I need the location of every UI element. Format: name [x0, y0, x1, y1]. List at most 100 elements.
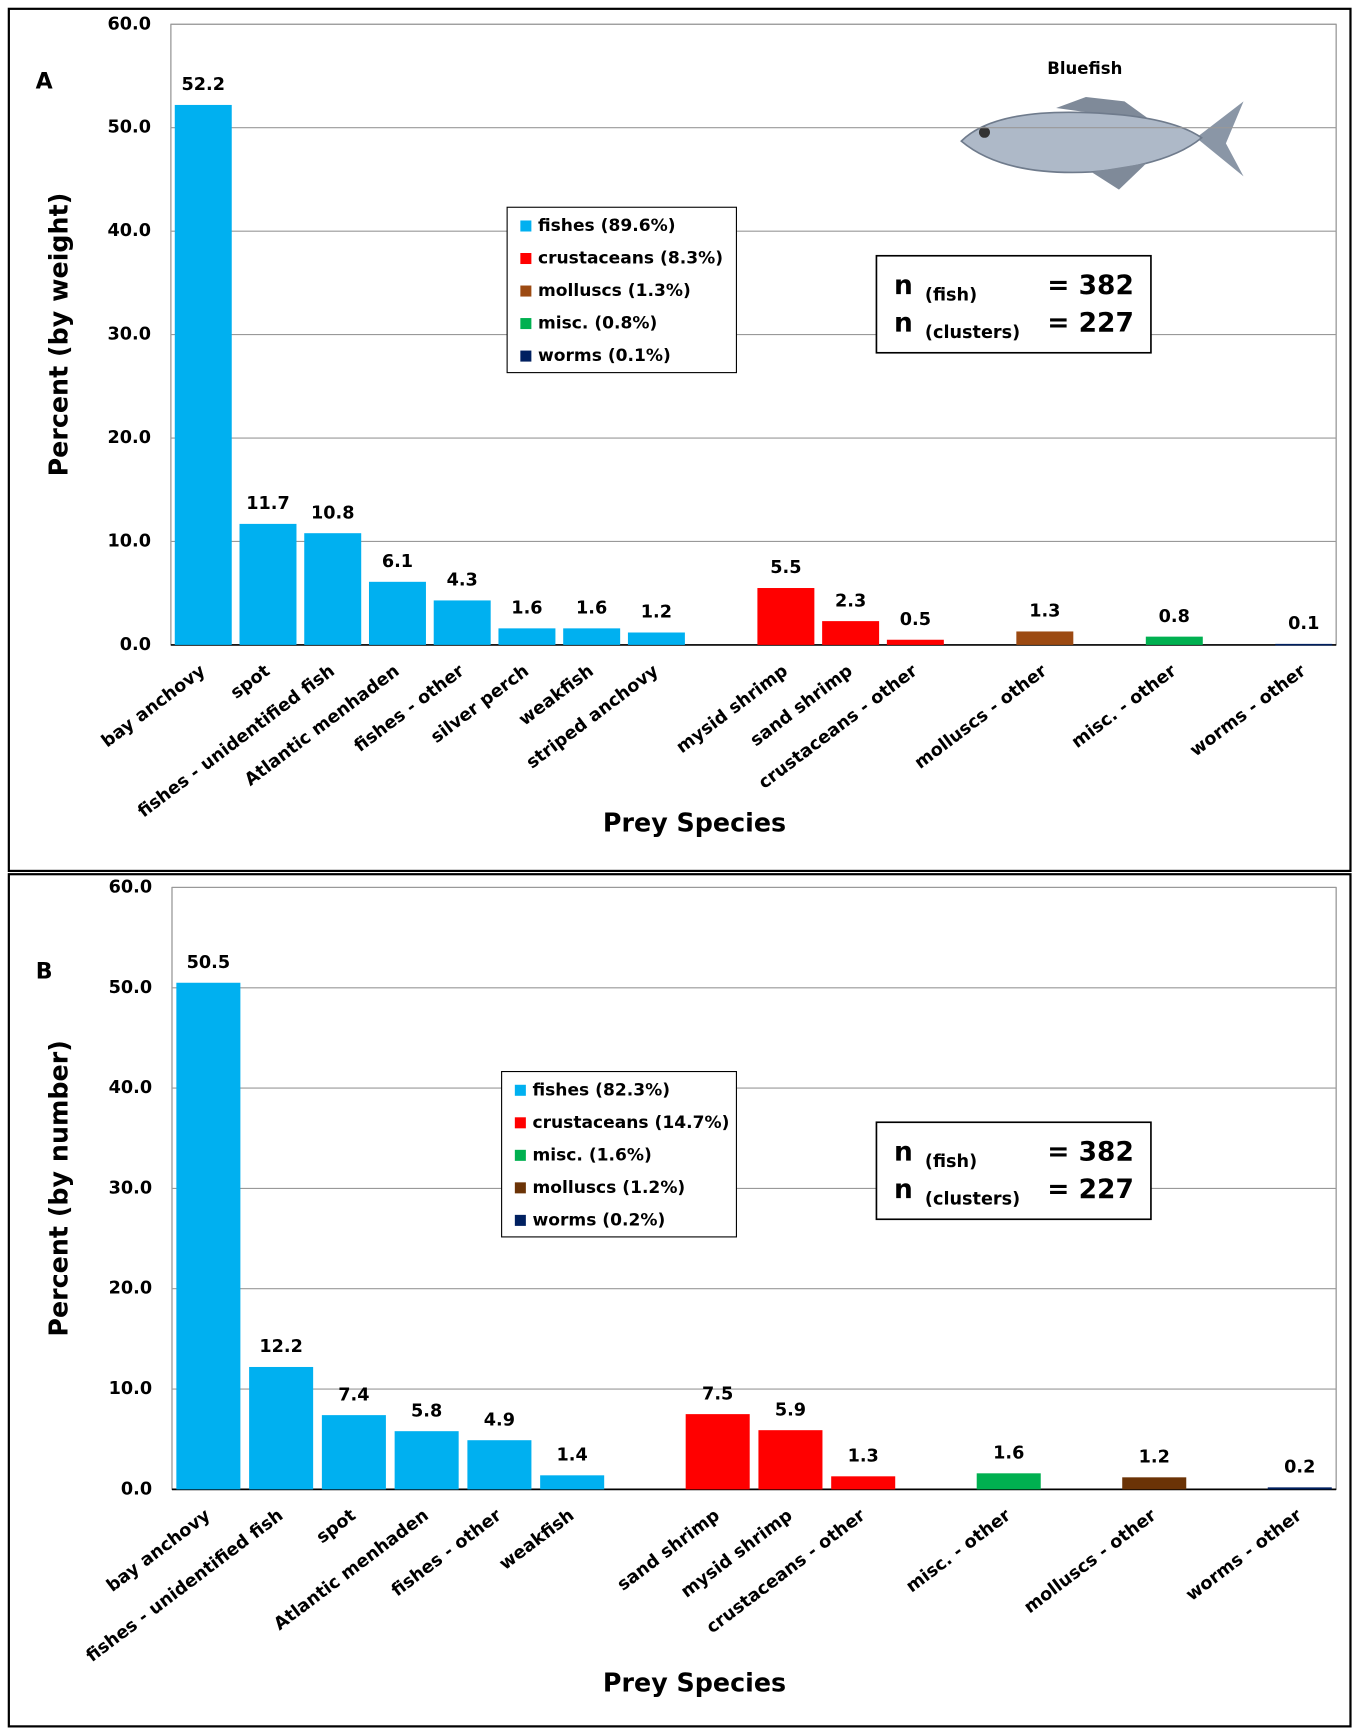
bar	[757, 588, 815, 645]
y-tick-label: 50.0	[109, 978, 153, 998]
value-label: 1.6	[993, 1443, 1024, 1463]
legend-entry: molluscs (1.2%)	[532, 1178, 685, 1198]
legend-swatch	[520, 253, 532, 265]
value-label: 1.2	[641, 603, 672, 623]
fish-eye	[978, 126, 990, 138]
value-label: 6.1	[382, 552, 413, 572]
value-label: 5.9	[775, 1400, 806, 1420]
y-tick-label: 20.0	[109, 1279, 153, 1299]
y-tick-label: 40.0	[108, 221, 152, 241]
legend-swatch	[514, 1149, 526, 1161]
y-tick-label: 30.0	[108, 325, 152, 345]
x-tick-label: worms - other	[1187, 661, 1310, 761]
legend-swatch	[514, 1214, 526, 1226]
panel-label: A	[36, 70, 53, 95]
image-label: Bluefish	[1047, 59, 1122, 78]
x-tick-label: misc. - other	[1068, 661, 1180, 753]
value-label: 5.8	[411, 1401, 442, 1421]
value-label: 1.3	[848, 1446, 879, 1466]
bar	[176, 982, 241, 1490]
bar	[540, 1475, 605, 1490]
bar	[563, 628, 621, 645]
legend-entry: crustaceans (8.3%)	[538, 249, 723, 269]
legend-entry: worms (0.1%)	[538, 346, 671, 366]
bar	[433, 600, 491, 645]
value-label: 1.3	[1029, 602, 1060, 622]
x-tick-label: bay anchovy	[98, 661, 210, 752]
x-axis-title: Prey Species	[603, 1667, 786, 1697]
x-tick-label: molluscs - other	[911, 661, 1051, 773]
sample-size-symbol: n	[894, 270, 913, 301]
value-label: 7.5	[702, 1384, 733, 1404]
x-tick-label: molluscs - other	[1021, 1505, 1161, 1617]
legend-swatch	[520, 220, 532, 232]
bar	[249, 1366, 314, 1490]
y-tick-label: 0.0	[120, 635, 151, 655]
value-label: 52.2	[182, 75, 226, 95]
legend-swatch	[514, 1084, 526, 1096]
value-label: 0.1	[1288, 614, 1319, 634]
bar	[976, 1473, 1041, 1490]
legend-entry: misc. (0.8%)	[538, 314, 657, 334]
sample-size-box	[875, 254, 1152, 354]
sample-size-value: = 382	[1047, 1137, 1134, 1168]
legend-box	[501, 1070, 737, 1238]
bar	[1267, 1487, 1332, 1490]
sample-size-subscript: (fish)	[925, 1152, 977, 1172]
sample-size-value: = 227	[1047, 308, 1134, 339]
tail-fin	[1196, 101, 1244, 177]
panel-frame	[7, 7, 1352, 873]
bar	[831, 1476, 896, 1490]
fish-body	[960, 111, 1204, 174]
bar	[498, 628, 556, 645]
legend-swatch	[514, 1117, 526, 1129]
y-axis-title: Percent (by weight)	[44, 193, 74, 477]
y-tick-label: 0.0	[121, 1479, 152, 1499]
value-label: 4.9	[484, 1410, 515, 1430]
legend-entry: molluscs (1.3%)	[538, 281, 691, 301]
bar	[321, 1415, 386, 1490]
bar	[174, 104, 232, 645]
bar	[304, 533, 362, 645]
legend-swatch	[520, 318, 532, 330]
legend-swatch	[520, 350, 532, 362]
y-axis-title: Percent (by number)	[44, 1040, 74, 1336]
bar	[1016, 631, 1074, 645]
bar	[1122, 1477, 1187, 1490]
bar	[467, 1440, 532, 1490]
y-tick-label: 10.0	[108, 531, 152, 551]
bar	[886, 639, 944, 645]
value-label: 50.5	[187, 953, 231, 973]
bar	[685, 1414, 750, 1490]
x-tick-label: weakfish	[496, 1506, 578, 1575]
anal-fin	[1091, 163, 1147, 190]
bar	[1275, 643, 1333, 646]
sample-size-value: = 382	[1047, 270, 1134, 301]
x-tick-label: fishes - other	[351, 661, 469, 757]
y-tick-label: 40.0	[109, 1078, 153, 1098]
y-tick-label: 10.0	[109, 1379, 153, 1399]
value-label: 4.3	[447, 571, 478, 591]
legend-swatch	[520, 285, 532, 297]
x-tick-label: mysid shrimp	[673, 661, 792, 758]
legend-box	[506, 206, 737, 374]
bar	[822, 621, 880, 645]
value-label: 1.2	[1139, 1447, 1170, 1467]
panel-frame	[7, 873, 1352, 1728]
sample-size-subscript: (clusters)	[925, 1189, 1020, 1209]
x-axis-title: Prey Species	[603, 808, 786, 838]
y-tick-label: 60.0	[108, 14, 152, 34]
legend-entry: misc. (1.6%)	[532, 1145, 651, 1165]
sample-size-subscript: (fish)	[925, 285, 977, 305]
bar	[1145, 636, 1203, 645]
legend-entry: fishes (82.3%)	[532, 1080, 670, 1100]
bar	[239, 523, 297, 645]
legend-entry: worms (0.2%)	[532, 1210, 665, 1230]
bluefish-illustration	[960, 97, 1244, 190]
bar	[394, 1431, 459, 1490]
legend-entry: crustaceans (14.7%)	[532, 1113, 729, 1133]
x-tick-label: spot	[313, 1505, 360, 1548]
legend-entry: fishes (89.6%)	[538, 216, 676, 236]
bar	[627, 632, 685, 645]
